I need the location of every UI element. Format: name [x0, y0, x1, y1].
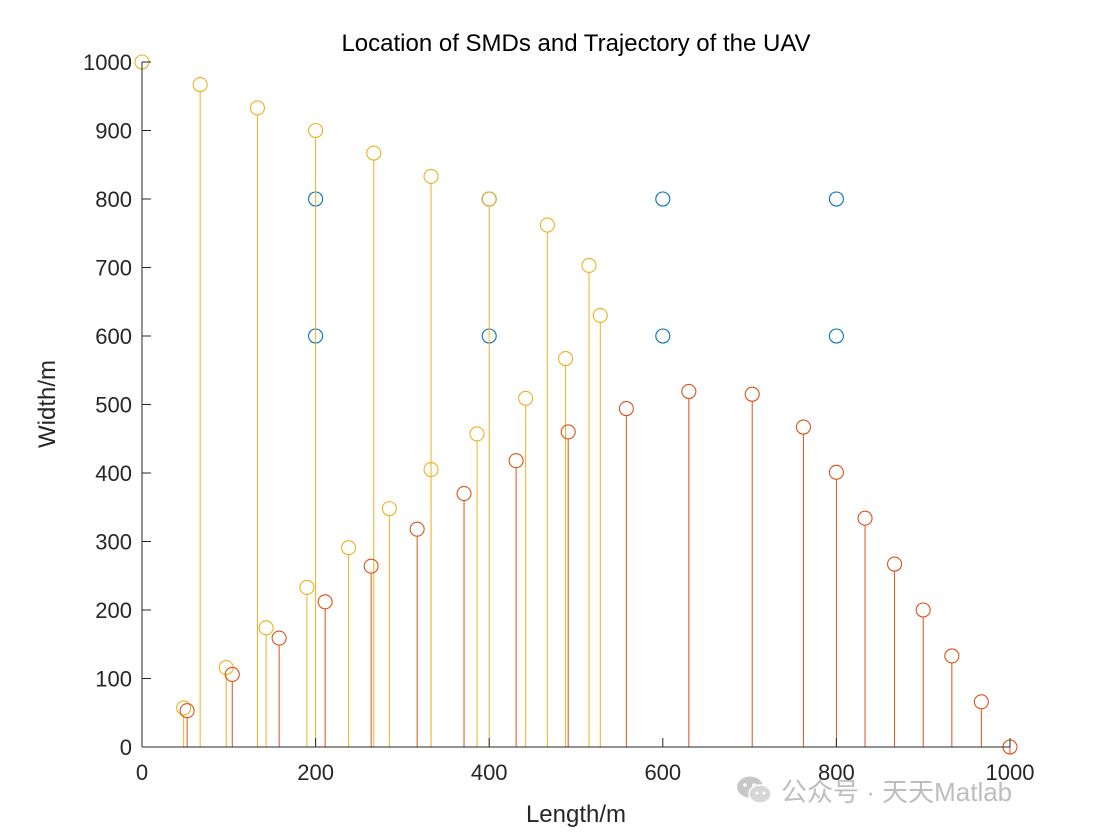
data-point	[363, 558, 379, 574]
data-point	[828, 464, 844, 480]
x-axis-label: Length/m	[526, 801, 626, 828]
data-point	[508, 453, 524, 469]
data-point	[258, 620, 274, 636]
data-point	[944, 648, 960, 664]
data-point	[655, 328, 671, 344]
data-point	[192, 77, 208, 93]
series-1	[134, 54, 608, 747]
x-axis: 0 200 400 600 800 1000	[136, 738, 1035, 785]
data-point	[456, 485, 472, 502]
data-point	[558, 351, 574, 367]
y-tick-label: 700	[95, 256, 132, 281]
data-point	[655, 191, 671, 207]
y-tick-label: 400	[95, 461, 132, 486]
data-point	[887, 556, 903, 572]
data-point	[581, 257, 597, 273]
data-point	[518, 390, 534, 406]
y-axis-label: Width/m	[34, 360, 61, 448]
data-point	[341, 540, 357, 556]
data-point	[179, 703, 195, 719]
wechat-icon	[737, 776, 772, 804]
data-point	[828, 328, 844, 344]
data-point	[592, 307, 608, 324]
data-point	[299, 579, 315, 595]
chart-title: Location of SMDs and Trajectory of the U…	[341, 30, 810, 57]
data-point	[469, 426, 485, 442]
x-tick-label: 200	[297, 760, 334, 785]
data-point	[249, 100, 265, 116]
x-tick-label: 400	[471, 760, 508, 785]
data-point	[423, 168, 439, 184]
data-point	[795, 419, 811, 435]
data-point	[618, 401, 634, 417]
y-tick-label: 200	[95, 598, 132, 623]
y-tick-label: 600	[95, 324, 132, 349]
data-point	[681, 383, 697, 400]
data-point	[271, 630, 287, 646]
data-point	[308, 122, 324, 139]
y-tick-label: 900	[95, 119, 132, 144]
x-tick-label: 0	[136, 760, 148, 785]
y-tick-label: 0	[120, 735, 132, 760]
data-point	[539, 217, 555, 233]
data-point	[381, 501, 397, 517]
data-point	[828, 191, 844, 207]
data-point	[481, 191, 497, 207]
y-tick-label: 100	[95, 667, 132, 692]
data-point	[409, 521, 425, 537]
x-tick-label: 600	[644, 760, 681, 785]
x-tick-label: 1000	[986, 760, 1035, 785]
x-tick-label: 800	[818, 760, 855, 785]
y-tick-label: 800	[95, 187, 132, 212]
data-point	[560, 424, 576, 440]
data-point	[366, 145, 382, 161]
watermark-text: 公众号 · 天天Matlab	[781, 776, 1013, 807]
data-point	[744, 386, 760, 402]
y-axis: 0 100 200 300 400 500 600 700 800 900 1000	[83, 50, 151, 760]
plot-area	[134, 54, 1018, 755]
data-point	[973, 694, 989, 710]
data-point	[224, 666, 240, 682]
data-point	[915, 602, 931, 618]
data-point	[317, 594, 333, 610]
series-2	[179, 383, 1018, 755]
watermark: 公众号 · 天天Matlab	[735, 770, 1012, 810]
y-tick-label: 300	[95, 530, 132, 555]
y-tick-label: 500	[95, 393, 132, 418]
data-point	[857, 510, 873, 526]
y-tick-label: 1000	[83, 50, 132, 75]
data-point	[423, 462, 439, 478]
series-0	[308, 191, 844, 344]
data-point	[176, 700, 192, 716]
